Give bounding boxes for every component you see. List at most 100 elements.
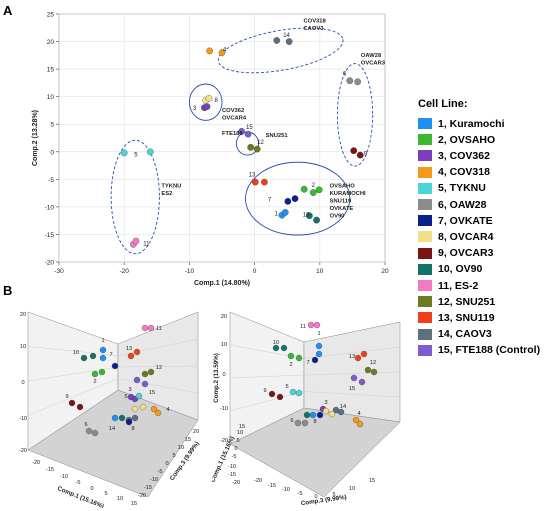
data-point bbox=[360, 350, 368, 358]
point-number-label: 13 bbox=[249, 172, 256, 178]
data-point bbox=[205, 94, 213, 102]
data-point bbox=[251, 178, 259, 186]
x-tick-label: -15 bbox=[46, 467, 54, 473]
data-point bbox=[295, 389, 303, 397]
data-point bbox=[125, 418, 133, 426]
legend-item: 4, COV318 bbox=[418, 165, 490, 180]
legend-item: 15, FTE188 (Control) bbox=[418, 343, 540, 358]
z-tick-label: -10 bbox=[282, 487, 290, 493]
y-tick-label: 20 bbox=[20, 312, 26, 318]
x-tick-label: -20 bbox=[119, 268, 129, 275]
cluster-ellipse bbox=[110, 139, 160, 255]
legend-label: 1, Kuramochi bbox=[438, 117, 505, 130]
point-number-label: 14 bbox=[283, 33, 290, 39]
data-point bbox=[328, 410, 336, 418]
z-tick-label: 15 bbox=[369, 478, 375, 484]
legend-title: Cell Line: bbox=[418, 98, 468, 110]
y-tick-label: 20 bbox=[221, 314, 227, 320]
data-point bbox=[313, 321, 321, 329]
data-point bbox=[132, 237, 140, 245]
data-point bbox=[284, 198, 292, 205]
z-tick-label: 5 bbox=[172, 453, 175, 459]
panel-b-label: B bbox=[3, 283, 13, 298]
x-tick-label: -15 bbox=[228, 472, 236, 478]
point-number-label: 6 bbox=[343, 72, 347, 78]
legend-item: 6, OAW28 bbox=[418, 197, 486, 212]
data-point bbox=[295, 354, 303, 362]
point-number-label: 12 bbox=[156, 365, 162, 371]
legend-swatch bbox=[418, 150, 432, 162]
data-point bbox=[238, 128, 245, 135]
point-number-label: 3 bbox=[128, 387, 131, 393]
z-tick-label: 10 bbox=[349, 486, 355, 492]
point-number-label: 2 bbox=[93, 379, 96, 385]
x-tick-label: 20 bbox=[381, 268, 389, 275]
data-point bbox=[141, 370, 149, 378]
data-point bbox=[99, 354, 107, 362]
z-tick-label: 5 bbox=[332, 492, 335, 498]
point-number-label: 13 bbox=[349, 354, 355, 360]
point-number-label: 4 bbox=[223, 47, 227, 53]
legend-swatch bbox=[418, 118, 432, 129]
z-tick-label: -15 bbox=[144, 485, 152, 491]
point-number-label: 3 bbox=[324, 400, 327, 406]
wall-gridline bbox=[117, 338, 199, 356]
data-point bbox=[244, 130, 252, 138]
point-number-label: 13 bbox=[126, 346, 132, 352]
legend-swatch bbox=[418, 166, 432, 178]
data-point bbox=[303, 411, 311, 419]
cluster-label: OAW28 bbox=[361, 53, 382, 59]
cluster-label: OVCAR3 bbox=[361, 60, 386, 66]
data-point bbox=[150, 405, 158, 413]
x-tick-label: 10 bbox=[117, 496, 123, 502]
y-tick-label: 5 bbox=[50, 122, 54, 129]
data-point bbox=[135, 392, 143, 400]
data-point bbox=[146, 148, 154, 156]
data-point bbox=[337, 408, 345, 416]
y-tick-label: 0 bbox=[50, 149, 54, 156]
y-tick-label: -10 bbox=[220, 406, 228, 412]
legend-item: 1, Kuramochi bbox=[418, 116, 505, 131]
z-tick-label: -20 bbox=[138, 493, 146, 499]
pca-2d-scatter-chart: -30 -20 -10 0 10 20-20-15-10-50510152025Comp.… bbox=[32, 12, 389, 288]
x-tick-label: 10 bbox=[316, 268, 324, 275]
data-point bbox=[139, 403, 147, 411]
legend-item: 8, OVCAR4 bbox=[418, 229, 493, 244]
data-point bbox=[111, 362, 119, 370]
z-tick-label: 0 bbox=[165, 461, 168, 467]
data-point bbox=[315, 342, 323, 350]
data-point bbox=[111, 414, 119, 422]
pca-3d-scatter-right: 123456789101112131415-20-15-10-505101520… bbox=[212, 311, 401, 507]
legend-label: 2, OVSAHO bbox=[438, 133, 496, 146]
y-tick-label: -20 bbox=[19, 448, 27, 454]
legend-swatch bbox=[418, 263, 432, 275]
y-tick-label: -10 bbox=[19, 416, 27, 422]
point-number-label: 5 bbox=[285, 384, 288, 390]
point-number-label: 8 bbox=[313, 419, 316, 425]
wall-gridline bbox=[117, 365, 199, 368]
data-point bbox=[131, 414, 139, 422]
legend-swatch bbox=[418, 199, 432, 210]
legend-label: 14, CAOV3 bbox=[438, 328, 492, 341]
y-tick-label: 0 bbox=[222, 372, 225, 378]
z-tick-label: 20 bbox=[193, 429, 199, 435]
back-wall-right bbox=[117, 311, 199, 421]
point-number-label: 1 bbox=[101, 338, 104, 344]
data-point bbox=[268, 390, 276, 398]
cluster-label: CAOV3 bbox=[304, 26, 325, 32]
data-point bbox=[322, 407, 330, 415]
data-point bbox=[147, 324, 155, 332]
y-tick-label: 0 bbox=[21, 380, 24, 386]
data-point bbox=[147, 368, 155, 376]
point-number-label: 15 bbox=[349, 386, 355, 392]
x-tick-label: -20 bbox=[232, 480, 240, 486]
cluster-ellipse bbox=[188, 83, 223, 121]
data-point bbox=[313, 216, 320, 224]
legend-swatch bbox=[418, 247, 432, 259]
legend-swatch bbox=[418, 231, 432, 243]
legend-item: 7, OVKATE bbox=[418, 213, 493, 228]
x-tick-label: 0 bbox=[253, 268, 257, 275]
point-number-label: 8 bbox=[214, 98, 218, 104]
x-tick-label: -30 bbox=[54, 268, 64, 275]
legend-item: 13, SNU119 bbox=[418, 310, 495, 325]
